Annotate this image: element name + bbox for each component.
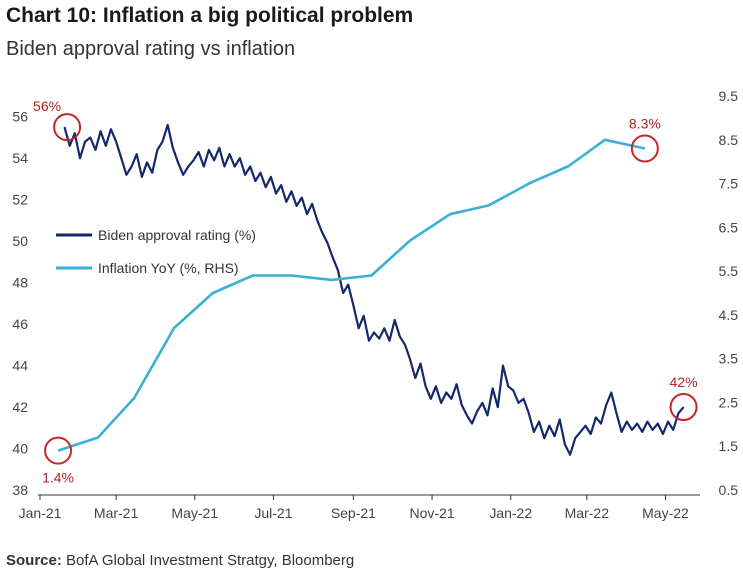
annotation-circle xyxy=(669,393,698,422)
y-right-tick-label: 1.5 xyxy=(719,438,739,454)
x-tick-label: May-21 xyxy=(171,505,218,521)
annotation-label: 1.4% xyxy=(42,470,74,486)
annotation-label: 56% xyxy=(33,98,61,114)
y-right-tick-label: 3.5 xyxy=(719,351,739,367)
axes: 38 40 42 44 46 48 50 52 54 56 0.5 1.5 2.5 3.5 4.5 5.5 6.… xyxy=(12,88,738,521)
y-left-tick-label: 56 xyxy=(12,109,28,125)
annotation-label: 8.3% xyxy=(629,116,661,132)
annotations: 56% 42% 1.4% 8.3% xyxy=(33,98,698,485)
x-tick-label: Jan-22 xyxy=(489,505,532,521)
source-note: Source: BofA Global Investment Stratgy, … xyxy=(6,552,354,569)
y-left-tick-label: 48 xyxy=(12,275,28,291)
y-left-tick-label: 46 xyxy=(12,316,28,332)
y-right-tick-label: 0.5 xyxy=(719,482,739,498)
x-tick-label: Jul-21 xyxy=(254,505,292,521)
y-right-tick-label: 9.5 xyxy=(719,88,739,104)
y-right-tick-label: 4.5 xyxy=(719,307,739,323)
x-tick-label: May-22 xyxy=(642,505,689,521)
x-tick-label: Jan-21 xyxy=(19,505,62,521)
y-left-tick-label: 40 xyxy=(12,441,28,457)
inflation-line xyxy=(57,138,646,452)
y-right-tick-label: 6.5 xyxy=(719,219,739,235)
y-left-tick-label: 54 xyxy=(12,150,28,166)
y-right-tick-label: 8.5 xyxy=(719,132,739,148)
y-left-tick-label: 50 xyxy=(12,233,28,249)
chart-title: Chart 10: Inflation a big political prob… xyxy=(6,4,414,27)
series-lines xyxy=(57,123,685,456)
annotation-circle xyxy=(53,113,82,142)
source-label: Source: xyxy=(6,552,62,569)
y-left-tick-label: 42 xyxy=(12,399,28,415)
source-text: BofA Global Investment Stratgy, Bloomber… xyxy=(66,552,355,569)
x-tick-label: Mar-21 xyxy=(94,505,139,521)
y-right-tick-label: 2.5 xyxy=(719,394,739,410)
y-right-tick-label: 5.5 xyxy=(719,263,739,279)
y-left-tick-label: 38 xyxy=(12,482,28,498)
x-tick-label: Nov-21 xyxy=(409,505,454,521)
legend-label: Inflation YoY (%, RHS) xyxy=(98,260,239,276)
annotation-circle xyxy=(44,436,73,465)
annotation-label: 42% xyxy=(670,374,698,390)
annotation-circle xyxy=(630,134,659,163)
y-right-tick-label: 7.5 xyxy=(719,176,739,192)
x-tick-label: Mar-22 xyxy=(565,505,610,521)
y-left-tick-label: 52 xyxy=(12,192,28,208)
legend: Biden approval rating (%) Inflation YoY (… xyxy=(56,227,256,276)
legend-label: Biden approval rating (%) xyxy=(98,227,256,243)
x-tick-label: Sep-21 xyxy=(331,505,376,521)
chart-subtitle: Biden approval rating vs inflation xyxy=(6,38,296,60)
y-left-tick-label: 44 xyxy=(12,358,28,374)
approval-rating-line xyxy=(63,123,685,456)
